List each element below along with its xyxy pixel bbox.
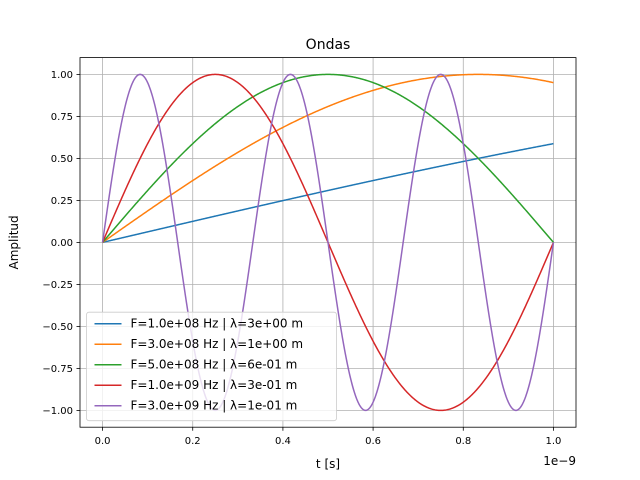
x-tick-label: 0.0 <box>95 436 111 447</box>
legend-label: F=5.0e+08 Hz | λ=6e-01 m <box>131 358 298 372</box>
x-tick-label: 1.0 <box>546 436 562 447</box>
series-line-2 <box>101 73 555 243</box>
legend-box <box>86 311 337 422</box>
y-tick-label: −1.00 <box>42 406 73 417</box>
y-axis-label: Amplitud <box>7 215 21 269</box>
y-tick-label: −0.25 <box>42 280 73 291</box>
x-tick-label: 0.8 <box>455 436 471 447</box>
y-tick-label: −0.75 <box>42 364 73 375</box>
series-line-4 <box>101 73 555 412</box>
x-axis-label: t [s] <box>316 457 340 471</box>
x-axis-offset-label: 1e−9 <box>543 454 576 468</box>
plot-series <box>101 73 555 412</box>
legend: F=1.0e+08 Hz | λ=3e+00 m F=3.0e+08 Hz | λ… <box>86 311 337 422</box>
x-tick-label: 0.4 <box>275 436 291 447</box>
chart-title: Ondas <box>306 37 351 53</box>
y-tick-label: −0.50 <box>42 322 73 333</box>
y-tick-label: 0.50 <box>51 154 73 165</box>
y-tick-label: 1.00 <box>51 70 73 81</box>
legend-label: F=3.0e+09 Hz | λ=1e-01 m <box>131 399 298 413</box>
x-tick-label: 0.2 <box>185 436 201 447</box>
y-tick-label: 0.75 <box>51 112 73 123</box>
legend-label: F=1.0e+09 Hz | λ=3e-01 m <box>131 378 298 392</box>
legend-label: F=1.0e+08 Hz | λ=3e+00 m <box>131 317 304 331</box>
y-tick-label: 0.25 <box>51 196 73 207</box>
series-line-1 <box>102 73 554 244</box>
legend-label: F=3.0e+08 Hz | λ=1e+00 m <box>131 337 304 351</box>
x-tick-label: 0.6 <box>365 436 381 447</box>
axis-ticks: 0.0 0.2 0.4 0.6 0.8 1.0 −1.00 −0.75 −0.50 −0.25 0.… <box>42 70 561 447</box>
y-tick-label: 0.00 <box>51 238 73 249</box>
